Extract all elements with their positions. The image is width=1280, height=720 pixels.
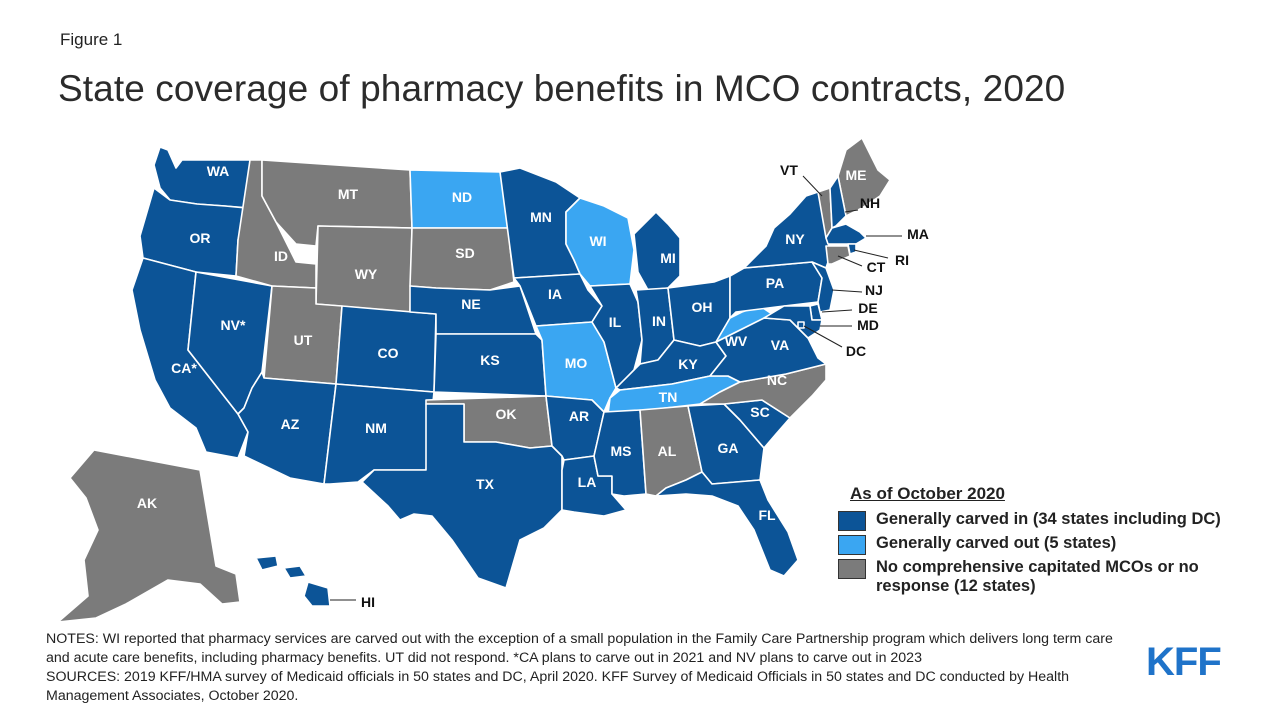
state-label-de: DE: [858, 300, 877, 316]
legend-label-carved-out: Generally carved out (5 states): [876, 534, 1117, 552]
figure-label: Figure 1: [60, 30, 123, 49]
legend-label-none: No comprehensive capitated MCOs or no re…: [876, 558, 1199, 595]
state-ak: [57, 449, 241, 623]
state-fl: [655, 471, 799, 577]
state-label-pa: PA: [766, 275, 784, 291]
state-label-ut: UT: [294, 332, 313, 348]
state-label-mn: MN: [530, 209, 552, 225]
state-label-co: CO: [378, 345, 399, 361]
state-label-md: MD: [857, 317, 879, 333]
state-label-hi: HI: [361, 594, 375, 610]
state-label-ma: MA: [907, 226, 929, 242]
state-label-ia: IA: [548, 286, 562, 302]
state-ny: [743, 191, 831, 269]
state-tx: [361, 403, 563, 589]
state-label-tx: TX: [476, 476, 495, 492]
state-label-ak: AK: [137, 495, 157, 511]
state-mi: [633, 211, 681, 291]
state-label-nh: NH: [860, 195, 880, 211]
legend-item-carved-in: Generally carved in (34 states including…: [838, 510, 1278, 531]
legend-swatch-carved-in: [838, 511, 866, 531]
legend-item-carved-out: Generally carved out (5 states): [838, 534, 1278, 555]
kff-logo: KFF: [1146, 640, 1222, 684]
legend-label-carved-in: Generally carved in (34 states including…: [876, 510, 1221, 528]
state-ct: [825, 245, 851, 265]
state-label-fl: FL: [758, 507, 776, 523]
state-hi: [255, 555, 331, 607]
leader-line-dc: [803, 325, 843, 348]
state-nc: [699, 363, 827, 419]
state-label-va: VA: [771, 337, 789, 353]
legend-swatch-carved-out: [838, 535, 866, 555]
state-label-wa: WA: [207, 163, 230, 179]
state-label-or: OR: [190, 230, 211, 246]
legend-item-none: No comprehensive capitated MCOs or no re…: [838, 558, 1278, 596]
leader-line-vt: [802, 175, 823, 197]
legend: As of October 2020 Generally carved in (…: [838, 484, 1278, 599]
state-label-nc: NC: [767, 372, 787, 388]
state-label-la: LA: [578, 474, 597, 490]
state-label-nd: ND: [452, 189, 472, 205]
state-label-in: IN: [652, 313, 666, 329]
state-me: [837, 137, 891, 217]
page-title: State coverage of pharmacy benefits in M…: [58, 68, 1066, 109]
state-label-id: ID: [274, 248, 288, 264]
state-label-sd: SD: [455, 245, 474, 261]
state-label-mi: MI: [660, 250, 676, 266]
legend-swatch-none: [838, 559, 866, 579]
state-label-oh: OH: [692, 299, 713, 315]
state-dc: [797, 321, 805, 329]
state-nj: [811, 261, 835, 313]
state-label-ri: RI: [895, 252, 909, 268]
notes-text: NOTES: WI reported that pharmacy service…: [46, 631, 1113, 666]
state-label-ne: NE: [461, 296, 480, 312]
state-label-mt: MT: [338, 186, 359, 202]
legend-title: As of October 2020: [850, 484, 1005, 503]
state-label-vt: VT: [780, 162, 798, 178]
state-label-mo: MO: [565, 355, 588, 371]
state-label-ks: KS: [480, 352, 499, 368]
state-label-nv: NV*: [221, 317, 246, 333]
state-md: [763, 305, 823, 339]
state-label-ms: MS: [611, 443, 632, 459]
state-label-wy: WY: [355, 266, 378, 282]
state-label-me: ME: [846, 167, 867, 183]
state-ma: [825, 223, 867, 245]
state-label-ar: AR: [569, 408, 589, 424]
leader-line-nj: [831, 289, 863, 293]
state-label-nm: NM: [365, 420, 387, 436]
state-label-ny: NY: [785, 231, 805, 247]
state-label-il: IL: [609, 314, 622, 330]
leader-line-ri: [853, 249, 889, 259]
state-label-al: AL: [658, 443, 677, 459]
state-label-ky: KY: [678, 356, 698, 372]
leader-line-nh: [844, 209, 859, 213]
state-label-az: AZ: [281, 416, 300, 432]
state-label-dc: DC: [846, 343, 866, 359]
leader-line-ct: [837, 255, 863, 267]
state-label-ct: CT: [867, 259, 886, 275]
sources-text: SOURCES: 2019 KFF/HMA survey of Medicaid…: [46, 669, 1070, 704]
state-label-sc: SC: [750, 404, 769, 420]
state-label-nj: NJ: [865, 282, 883, 298]
state-label-ca: CA*: [171, 360, 197, 376]
footnotes: NOTES: WI reported that pharmacy service…: [46, 630, 1136, 706]
state-label-tn: TN: [659, 389, 678, 405]
state-label-ok: OK: [496, 406, 517, 422]
state-label-wv: WV: [725, 333, 748, 349]
state-label-ga: GA: [718, 440, 739, 456]
state-label-wi: WI: [589, 233, 606, 249]
state-nh: [829, 175, 847, 229]
leader-line-de: [821, 309, 853, 313]
